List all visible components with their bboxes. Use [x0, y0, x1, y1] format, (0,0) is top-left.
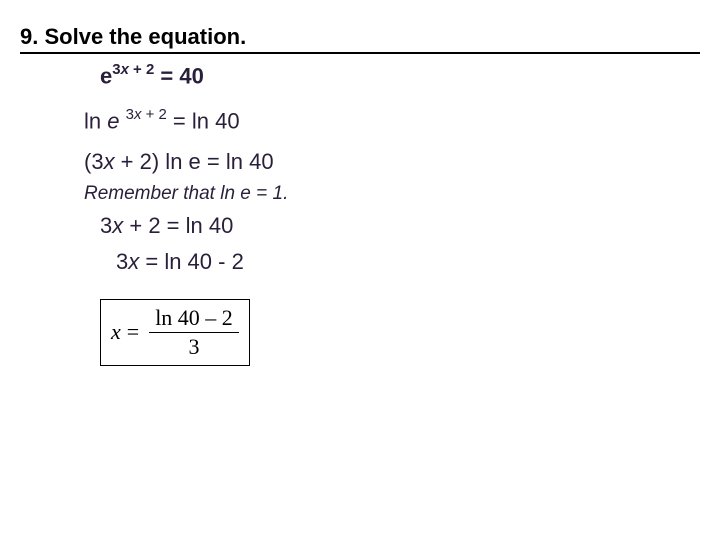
prompt-text: Solve the equation. [44, 24, 246, 49]
step-ln-both: ln e 3x + 2 = ln 40 [20, 107, 700, 134]
given-equation: e3x + 2 = 40 [20, 62, 700, 89]
answer-numerator: ln 40 – 2 [149, 306, 239, 332]
answer-fraction: ln 40 – 2 3 [149, 306, 239, 359]
answer-eq: = [127, 319, 149, 345]
eq-rhs: = 40 [154, 63, 204, 88]
step-note: Remember that ln e = 1. [20, 183, 700, 205]
math-slide: 9. Solve the equation. e3x + 2 = 40 ln e… [0, 0, 720, 540]
step-ln-exponent: 3x + 2 [126, 106, 167, 123]
prompt-block: 9. Solve the equation. [20, 24, 700, 54]
answer-denominator: 3 [183, 333, 206, 359]
eq-base: e [100, 63, 112, 88]
answer-box: x = ln 40 – 2 3 [100, 299, 250, 366]
answer-box-wrap: x = ln 40 – 2 3 [20, 299, 700, 366]
step-factored: (3x + 2) ln e = ln 40 [20, 149, 700, 175]
answer-lhs: x [111, 319, 127, 345]
prompt-number: 9. [20, 24, 38, 49]
eq-exponent: 3x + 2 [112, 61, 154, 78]
prompt-title: 9. Solve the equation. [20, 24, 700, 50]
step-isolate: 3x = ln 40 - 2 [20, 249, 700, 275]
step-simplified: 3x + 2 = ln 40 [20, 213, 700, 239]
